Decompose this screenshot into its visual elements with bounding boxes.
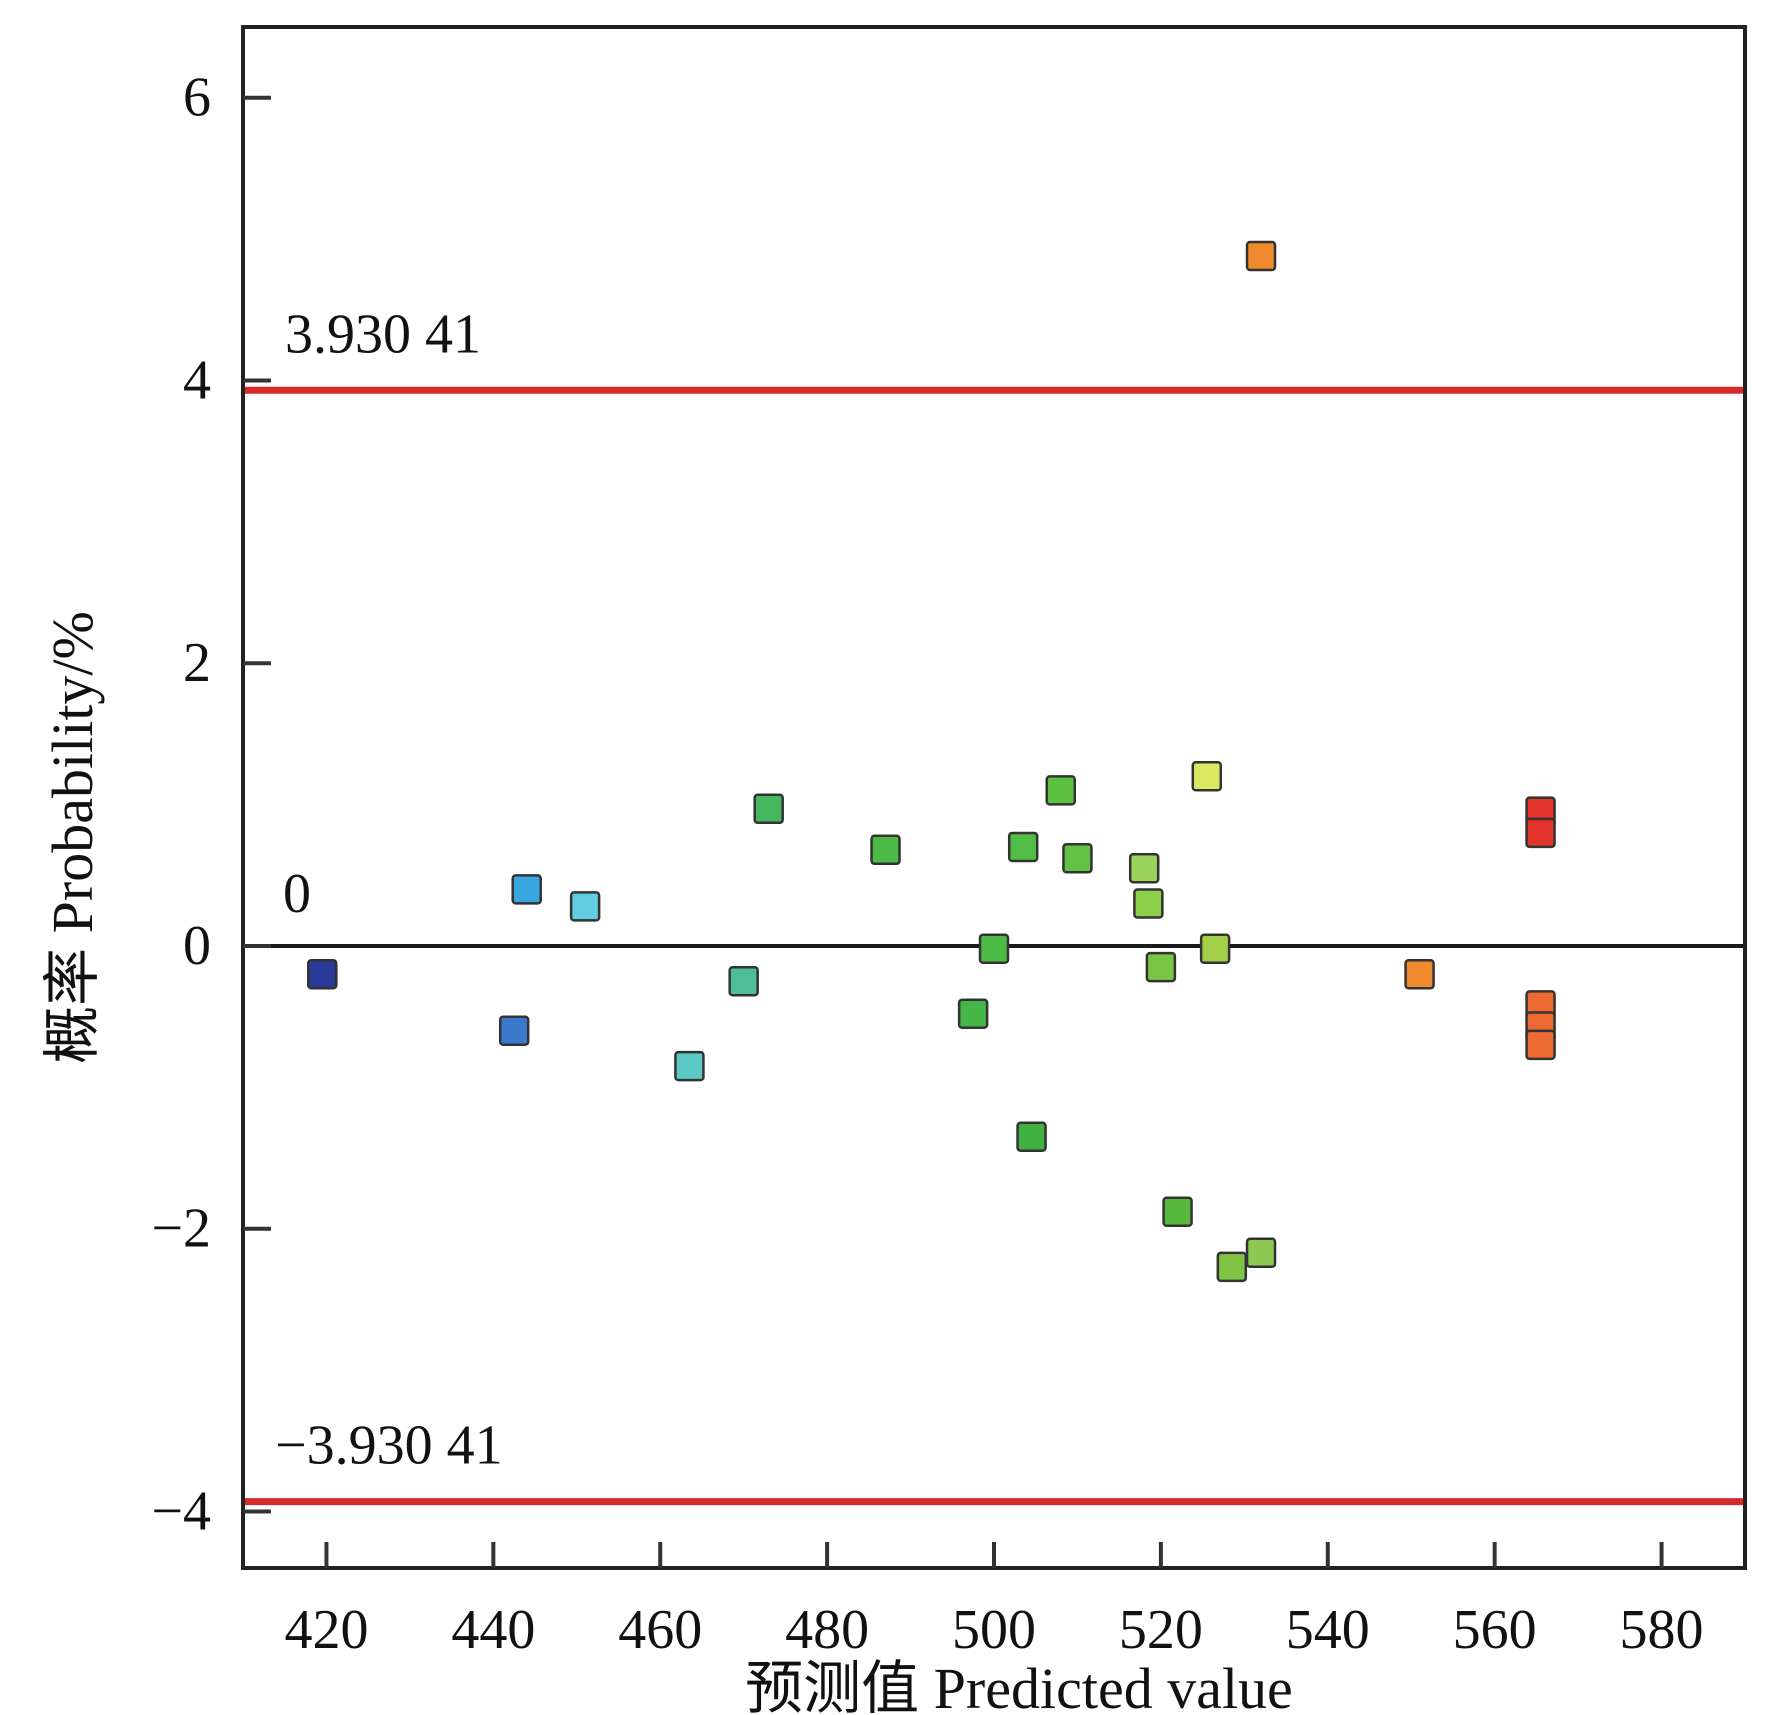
- data-point: [511, 874, 542, 905]
- y-tick-label: −4: [151, 1480, 211, 1542]
- data-point: [307, 958, 338, 990]
- data-point: [1199, 933, 1231, 965]
- data-point: [1016, 1121, 1047, 1153]
- lower-limit-label: −3.930 41: [275, 1415, 503, 1477]
- x-tick-label: 580: [1620, 1599, 1704, 1661]
- data-point: [1045, 775, 1077, 806]
- x-tick-label: 420: [284, 1599, 368, 1661]
- x-tick-label: 520: [1119, 1599, 1203, 1661]
- x-tick-label: 460: [618, 1599, 702, 1661]
- data-point: [1162, 1196, 1193, 1227]
- y-tick-label: 4: [183, 349, 211, 411]
- data-point: [1245, 240, 1277, 272]
- plot-frame: [241, 25, 1747, 1570]
- x-tick-label: 540: [1286, 1599, 1370, 1661]
- data-point: [1245, 1237, 1277, 1268]
- data-point: [498, 1015, 530, 1047]
- x-tick-label: 480: [785, 1599, 869, 1661]
- y-tick-label: 0: [183, 915, 211, 977]
- data-point: [1128, 852, 1160, 884]
- data-point: [1133, 888, 1164, 919]
- y-tick-label: 6: [183, 67, 211, 129]
- data-point: [1145, 951, 1177, 983]
- data-point: [674, 1050, 705, 1082]
- zero-line-label: 0: [283, 863, 311, 925]
- data-point: [1062, 843, 1093, 874]
- plot-area: [243, 240, 1745, 1506]
- labels: 3.930 41 0 −3.930 41 −4 −2 0 2 4 6 420 440 460 480 50…: [40, 67, 1704, 1715]
- data-point: [569, 891, 601, 922]
- x-axis-title: 预测值 Predicted value: [745, 1656, 1293, 1715]
- x-tick-label: 440: [451, 1599, 535, 1661]
- data-point: [728, 966, 759, 997]
- data-point: [1191, 761, 1223, 792]
- data-point: [753, 793, 784, 825]
- y-tick-label: −2: [151, 1198, 211, 1260]
- data-point: [870, 834, 901, 866]
- data-point: [1525, 817, 1556, 849]
- upper-limit-label: 3.930 41: [285, 303, 481, 365]
- data-point: [1525, 1029, 1556, 1061]
- x-tick-label: 500: [952, 1599, 1036, 1661]
- data-point: [1007, 831, 1039, 863]
- data-point: [957, 998, 989, 1030]
- data-point: [1216, 1251, 1248, 1283]
- data-point: [1404, 958, 1435, 990]
- y-axis-title: 概率 Probability/%: [40, 611, 105, 1064]
- y-tick-label: 2: [183, 632, 211, 694]
- data-point: [978, 933, 1010, 965]
- axes: [241, 25, 1747, 1570]
- x-tick-label: 560: [1453, 1599, 1537, 1661]
